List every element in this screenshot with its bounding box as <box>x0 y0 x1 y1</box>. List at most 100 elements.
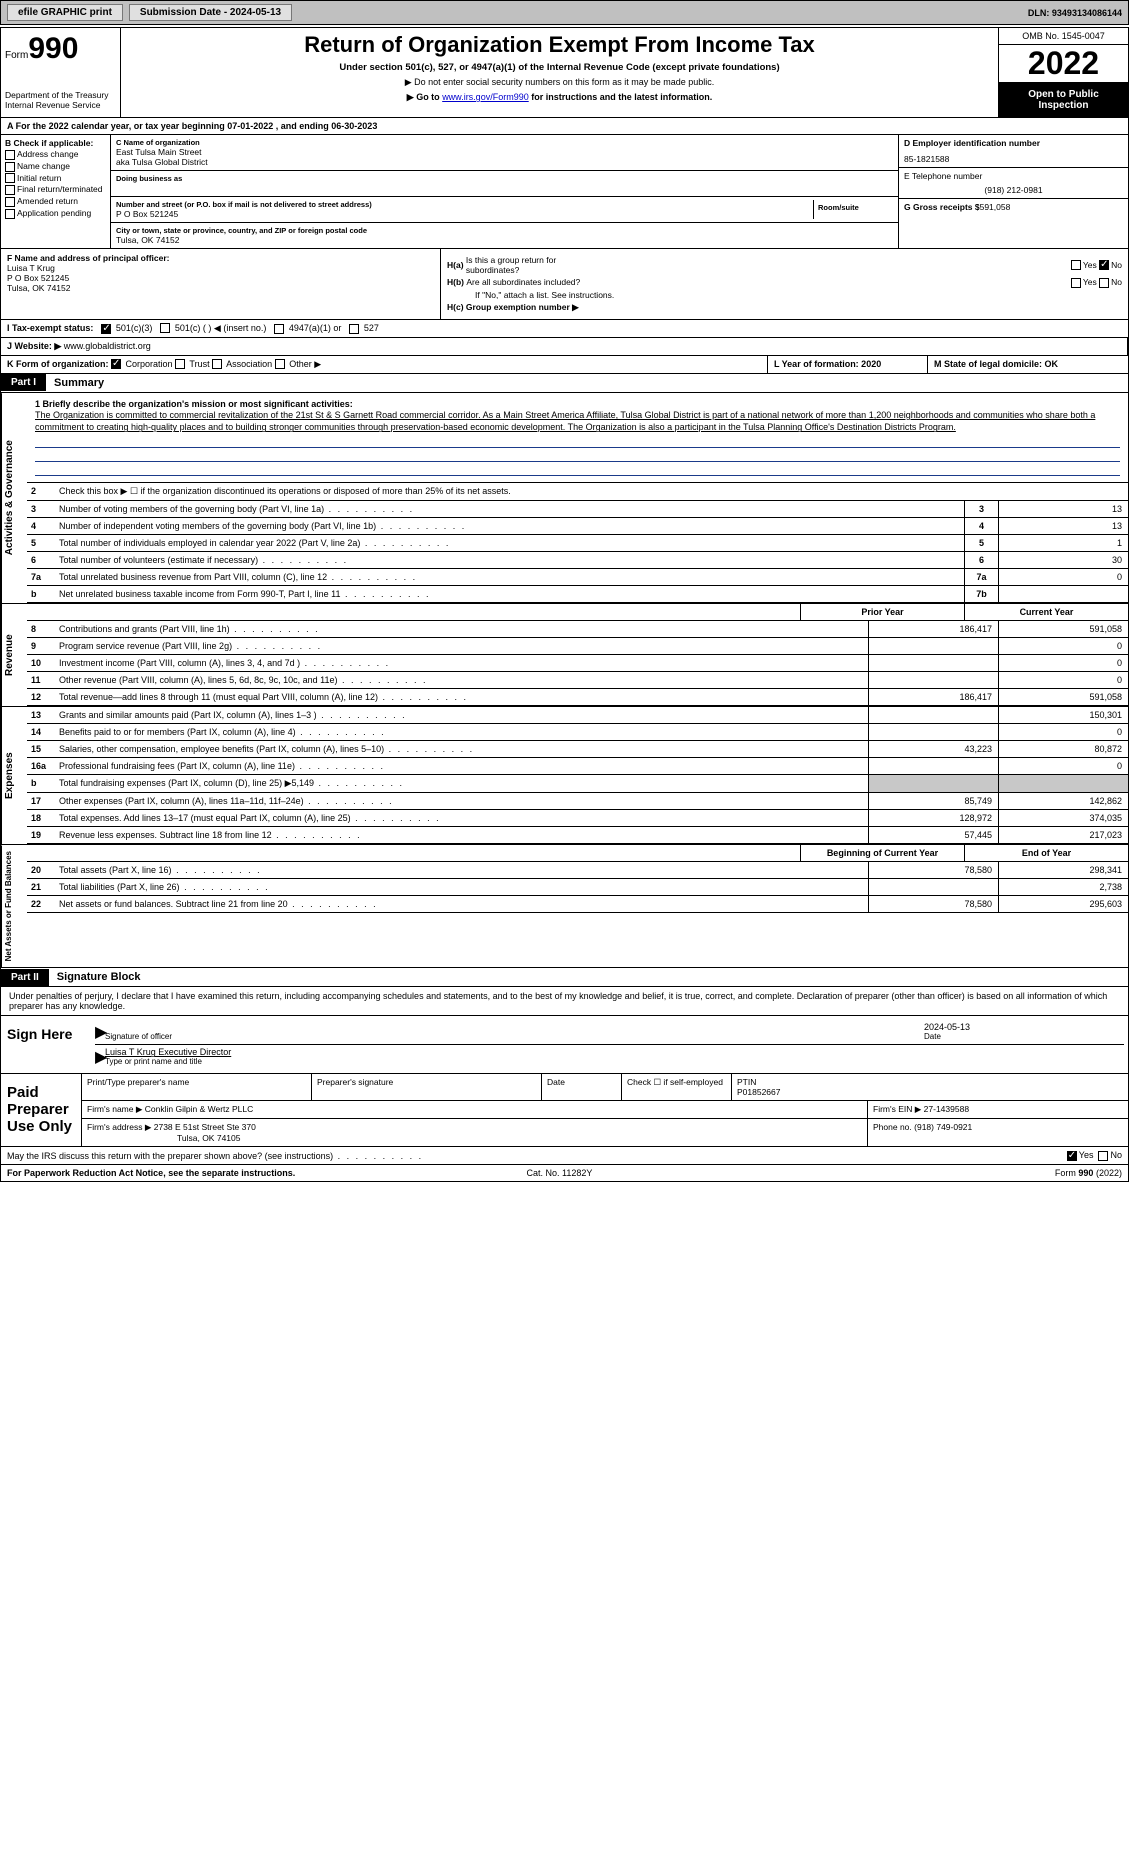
line-18: 18Total expenses. Add lines 13–17 (must … <box>27 810 1128 827</box>
chk-trust[interactable]: Trust <box>189 359 209 369</box>
line-21: 21Total liabilities (Part X, line 26)2,7… <box>27 879 1128 896</box>
hb-yes[interactable]: Yes <box>1083 277 1097 287</box>
part2-tag: Part II <box>1 969 49 986</box>
part2-header: Part II Signature Block <box>1 967 1128 987</box>
sign-here-label: Sign Here <box>1 1016 81 1073</box>
hb-no[interactable]: No <box>1111 277 1122 287</box>
side-revenue: Revenue <box>1 604 27 706</box>
irs-label: Internal Revenue Service <box>5 100 116 110</box>
chk-address-change[interactable]: Address change <box>17 149 78 159</box>
chk-final-return[interactable]: Final return/terminated <box>17 184 103 194</box>
rev-col-header: Prior Year Current Year <box>27 604 1128 621</box>
efile-button[interactable]: efile GRAPHIC print <box>7 4 123 21</box>
line-19: 19Revenue less expenses. Subtract line 1… <box>27 827 1128 844</box>
firm-addr-label: Firm's address ▶ <box>87 1122 151 1132</box>
line-3: 3Number of voting members of the governi… <box>27 501 1128 518</box>
chk-app-pending[interactable]: Application pending <box>17 208 91 218</box>
chk-527[interactable]: 527 <box>364 323 379 333</box>
officer-addr2: Tulsa, OK 74152 <box>7 283 434 293</box>
line-9: 9Program service revenue (Part VIII, lin… <box>27 638 1128 655</box>
row-k-org-form: K Form of organization: Corporation Trus… <box>1 356 1128 374</box>
sig-arrow-icon-2: ▶ <box>95 1047 105 1067</box>
may-no[interactable]: No <box>1110 1150 1122 1160</box>
col-h-group: H(a) Is this a group return forsubordina… <box>441 249 1128 319</box>
prep-name-hdr: Print/Type preparer's name <box>82 1074 312 1100</box>
form-title: Return of Organization Exempt From Incom… <box>125 32 994 58</box>
dln: DLN: 93493134086144 <box>1028 8 1122 18</box>
line-13: 13Grants and similar amounts paid (Part … <box>27 707 1128 724</box>
line-5: 5Total number of individuals employed in… <box>27 535 1128 552</box>
firm-name: Conklin Gilpin & Wertz PLLC <box>145 1104 254 1114</box>
form-990: Form990 Department of the Treasury Inter… <box>0 27 1129 1182</box>
sig-officer-label: Signature of officer <box>105 1032 924 1041</box>
hdr-prior-year: Prior Year <box>800 604 964 620</box>
may-yes[interactable]: Yes <box>1079 1150 1094 1160</box>
ha-yes[interactable]: Yes <box>1083 260 1097 270</box>
q1-label: 1 Briefly describe the organization's mi… <box>35 399 1120 409</box>
line-8: 8Contributions and grants (Part VIII, li… <box>27 621 1128 638</box>
sig-date-label: Date <box>924 1032 1124 1041</box>
sig-intro: Under penalties of perjury, I declare th… <box>1 987 1128 1016</box>
form-header: Form990 Department of the Treasury Inter… <box>1 28 1128 118</box>
prep-sig-hdr: Preparer's signature <box>312 1074 542 1100</box>
goto-prefix: ▶ Go to <box>407 92 442 102</box>
prep-self-emp[interactable]: Check ☐ if self-employed <box>622 1074 732 1100</box>
line-10: 10Investment income (Part VIII, column (… <box>27 655 1128 672</box>
line-b: bTotal fundraising expenses (Part IX, co… <box>27 775 1128 793</box>
omb-number: OMB No. 1545-0047 <box>999 28 1128 45</box>
row-a-period: A For the 2022 calendar year, or tax yea… <box>1 118 1128 135</box>
firm-addr2: Tulsa, OK 74105 <box>177 1133 240 1143</box>
side-activities: Activities & Governance <box>1 393 27 603</box>
line-11: 11Other revenue (Part VIII, column (A), … <box>27 672 1128 689</box>
col-f-officer: F Name and address of principal officer:… <box>1 249 441 319</box>
prep-title: Paid Preparer Use Only <box>1 1074 81 1146</box>
c-name-label: C Name of organization <box>116 138 893 147</box>
irs-link[interactable]: www.irs.gov/Form990 <box>442 92 529 102</box>
row-fh: F Name and address of principal officer:… <box>1 249 1128 320</box>
firm-phone: (918) 749-0921 <box>914 1122 972 1132</box>
chk-amended[interactable]: Amended return <box>17 196 78 206</box>
line-b: bNet unrelated business taxable income f… <box>27 586 1128 603</box>
dba-label: Doing business as <box>116 174 893 183</box>
f-label: F Name and address of principal officer: <box>7 253 169 263</box>
line-6: 6Total number of volunteers (estimate if… <box>27 552 1128 569</box>
sig-name: Luisa T Krug Executive Director <box>105 1047 1124 1057</box>
chk-501c3[interactable]: 501(c)(3) <box>116 323 153 333</box>
line-20: 20Total assets (Part X, line 16)78,58029… <box>27 862 1128 879</box>
b-label: B Check if applicable: <box>5 138 93 148</box>
q1-answer: The Organization is committed to commerc… <box>35 409 1120 434</box>
line-12: 12Total revenue—add lines 8 through 11 (… <box>27 689 1128 706</box>
chk-corp[interactable]: Corporation <box>126 359 173 369</box>
firm-name-label: Firm's name ▶ <box>87 1104 142 1114</box>
top-bar: efile GRAPHIC print Submission Date - 20… <box>0 0 1129 25</box>
tel-label: E Telephone number <box>904 171 1123 181</box>
chk-501c[interactable]: 501(c) ( ) ◀ (insert no.) <box>175 323 266 333</box>
line-4: 4Number of independent voting members of… <box>27 518 1128 535</box>
chk-other[interactable]: Other ▶ <box>289 359 321 369</box>
part1-title: Summary <box>46 374 112 392</box>
org-name: East Tulsa Main Street <box>116 147 893 157</box>
submission-date: Submission Date - 2024-05-13 <box>129 4 292 21</box>
col-c-org: C Name of organization East Tulsa Main S… <box>111 135 898 248</box>
k-label: K Form of organization: <box>7 359 109 369</box>
org-city: Tulsa, OK 74152 <box>116 235 893 245</box>
col-b-checkboxes: B Check if applicable: Address change Na… <box>1 135 111 248</box>
org-address: P O Box 521245 <box>116 209 813 219</box>
may-discuss-row: May the IRS discuss this return with the… <box>1 1147 1128 1165</box>
chk-initial-return[interactable]: Initial return <box>17 173 61 183</box>
q2-text: Check this box ▶ ☐ if the organization d… <box>55 483 1128 500</box>
may-discuss-text: May the IRS discuss this return with the… <box>7 1151 423 1161</box>
hc-label: H(c) Group exemption number ▶ <box>447 302 579 313</box>
dept-treasury: Department of the Treasury <box>5 90 116 100</box>
chk-assoc[interactable]: Association <box>226 359 272 369</box>
hb-note: If "No," attach a list. See instructions… <box>475 290 1122 300</box>
ha-text: Is this a group return forsubordinates? <box>466 255 556 275</box>
part1-header: Part I Summary <box>1 374 1128 393</box>
gross-value: 591,058 <box>980 202 1011 212</box>
chk-4947[interactable]: 4947(a)(1) or <box>289 323 342 333</box>
side-expenses: Expenses <box>1 707 27 844</box>
row-j-website: J Website: ▶ www.globaldistrict.org <box>1 338 1128 356</box>
section-bcd: B Check if applicable: Address change Na… <box>1 135 1128 249</box>
ha-no[interactable]: No <box>1111 260 1122 270</box>
chk-name-change[interactable]: Name change <box>17 161 70 171</box>
